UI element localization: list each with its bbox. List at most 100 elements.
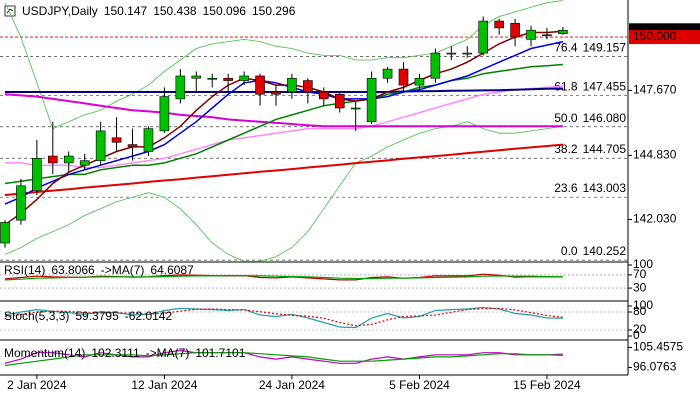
symbol-icon-glyph xyxy=(6,8,14,14)
header-item: 150.438 xyxy=(153,4,197,18)
header-item: Stoch(5,3,3) xyxy=(4,309,69,323)
header-item: USDJPY,Daily xyxy=(22,4,98,18)
y-tick-label: 142.030 xyxy=(633,212,677,226)
candle-body xyxy=(175,75,186,100)
symbol-icon xyxy=(4,5,16,17)
y-tick-label: 147.670 xyxy=(633,83,677,97)
candle-body xyxy=(255,75,265,95)
panel-header: RSI(14) 63.8066 ->MA(7) 64.6087 xyxy=(4,263,194,277)
candle-body xyxy=(478,20,489,54)
alert-label: 150.000 xyxy=(633,29,677,43)
fib-label: 38.2 144.705 xyxy=(554,142,626,156)
fib-label: 0.0 140.252 xyxy=(561,244,626,258)
header-item: -62.0142 xyxy=(125,309,173,323)
panel-header: USDJPY,Daily 150.147 150.438 150.096 150.296 xyxy=(22,4,296,18)
candle-body xyxy=(542,34,552,37)
indicator-line xyxy=(5,85,563,169)
x-tick-label: 24 Jan 2024 xyxy=(259,378,325,392)
header-item: 150.096 xyxy=(203,4,247,18)
candle-body xyxy=(414,77,425,86)
fib-price: 144.705 xyxy=(583,142,627,156)
candle-body xyxy=(63,155,74,164)
candle-body xyxy=(48,155,58,164)
candle-body xyxy=(462,52,473,55)
x-tick-label: 5 Feb 2024 xyxy=(389,378,450,392)
y-tick-label: 105.4575 xyxy=(633,340,683,354)
indicator-line xyxy=(4,307,563,327)
candle-body xyxy=(111,137,122,143)
fib-ratio: 50.0 xyxy=(554,111,578,125)
panel-header: Momentum(14) 102.3111 ->MA(7) 101.7101 xyxy=(4,346,246,360)
candle-body xyxy=(430,52,441,79)
header-item: 102.3111 xyxy=(91,346,140,360)
indicator-line xyxy=(4,275,563,281)
x-tick-label: 12 Jan 2024 xyxy=(131,378,197,392)
header-item: 63.8066 xyxy=(51,263,95,277)
candle-body xyxy=(79,160,90,166)
fib-ratio: 23.6 xyxy=(554,181,578,195)
candle-body xyxy=(558,29,568,35)
candle-body xyxy=(446,52,457,55)
candle-body xyxy=(143,128,154,152)
candle-body xyxy=(95,130,106,161)
header-item: 59.3795 xyxy=(75,309,119,323)
y-tick-label: 0 xyxy=(633,328,640,342)
y-tick-label: 30 xyxy=(633,280,647,294)
fib-ratio: 38.2 xyxy=(554,142,578,156)
candle-body xyxy=(398,68,409,86)
candle-body xyxy=(207,77,218,80)
candle-body xyxy=(159,96,170,132)
candle-body xyxy=(127,144,138,148)
y-tick-label: 100 xyxy=(633,257,653,271)
x-tick-label: 15 Feb 2024 xyxy=(513,378,581,392)
y-tick-label: 100 xyxy=(633,298,653,312)
fib-label: 76.4 149.157 xyxy=(554,41,626,55)
header-item: 150.147 xyxy=(104,4,148,18)
candle-body xyxy=(191,75,202,79)
header-item: 150.296 xyxy=(252,4,296,18)
indicator-line xyxy=(4,93,563,128)
fib-ratio: 0.0 xyxy=(561,244,578,258)
candle-body xyxy=(366,77,377,123)
fib-price: 143.003 xyxy=(583,181,627,195)
panel: 105.4575 96.0763 Momentum(14) 102.3111 ->MA(… xyxy=(4,340,683,374)
candle-body xyxy=(287,77,297,93)
fib-label: 61.8 147.455 xyxy=(554,79,626,93)
candle-body xyxy=(16,185,26,221)
candle-body xyxy=(318,91,329,100)
fib-price: 149.157 xyxy=(583,41,627,55)
fib-ratio: 61.8 xyxy=(554,79,578,93)
y-tick-label: 70 xyxy=(633,267,647,281)
indicator-line xyxy=(4,121,563,262)
candle-body xyxy=(510,23,520,38)
y-tick-label: 20 xyxy=(633,322,647,336)
indicator-line xyxy=(5,87,563,93)
y-tick-label: 80 xyxy=(633,304,647,318)
header-item: ->MA(7) xyxy=(101,263,145,277)
candle-body xyxy=(350,107,361,110)
header-item: 101.7101 xyxy=(195,346,245,360)
header-item: ->MA(7) xyxy=(146,346,190,360)
panel-frames xyxy=(0,0,629,376)
candle-body xyxy=(271,91,281,95)
alert-box xyxy=(629,30,700,45)
fib-price: 147.455 xyxy=(583,79,627,93)
fib-label: 23.6 143.003 xyxy=(554,181,626,195)
candle-body xyxy=(382,68,393,79)
header-item: Momentum(14) xyxy=(4,346,85,360)
indicator-line xyxy=(4,63,563,185)
header-item: RSI(14) xyxy=(4,263,45,277)
candle-body xyxy=(32,158,42,191)
candle-body xyxy=(494,20,504,29)
panel-header: Stoch(5,3,3) 59.3795 -62.0142 xyxy=(4,309,172,323)
fib-ratio: 76.4 xyxy=(554,41,578,55)
indicator-line xyxy=(4,143,563,196)
indicator-line xyxy=(4,306,563,329)
fib-label: 50.0 146.080 xyxy=(554,111,626,125)
y-tick-label: 144.830 xyxy=(633,148,677,162)
